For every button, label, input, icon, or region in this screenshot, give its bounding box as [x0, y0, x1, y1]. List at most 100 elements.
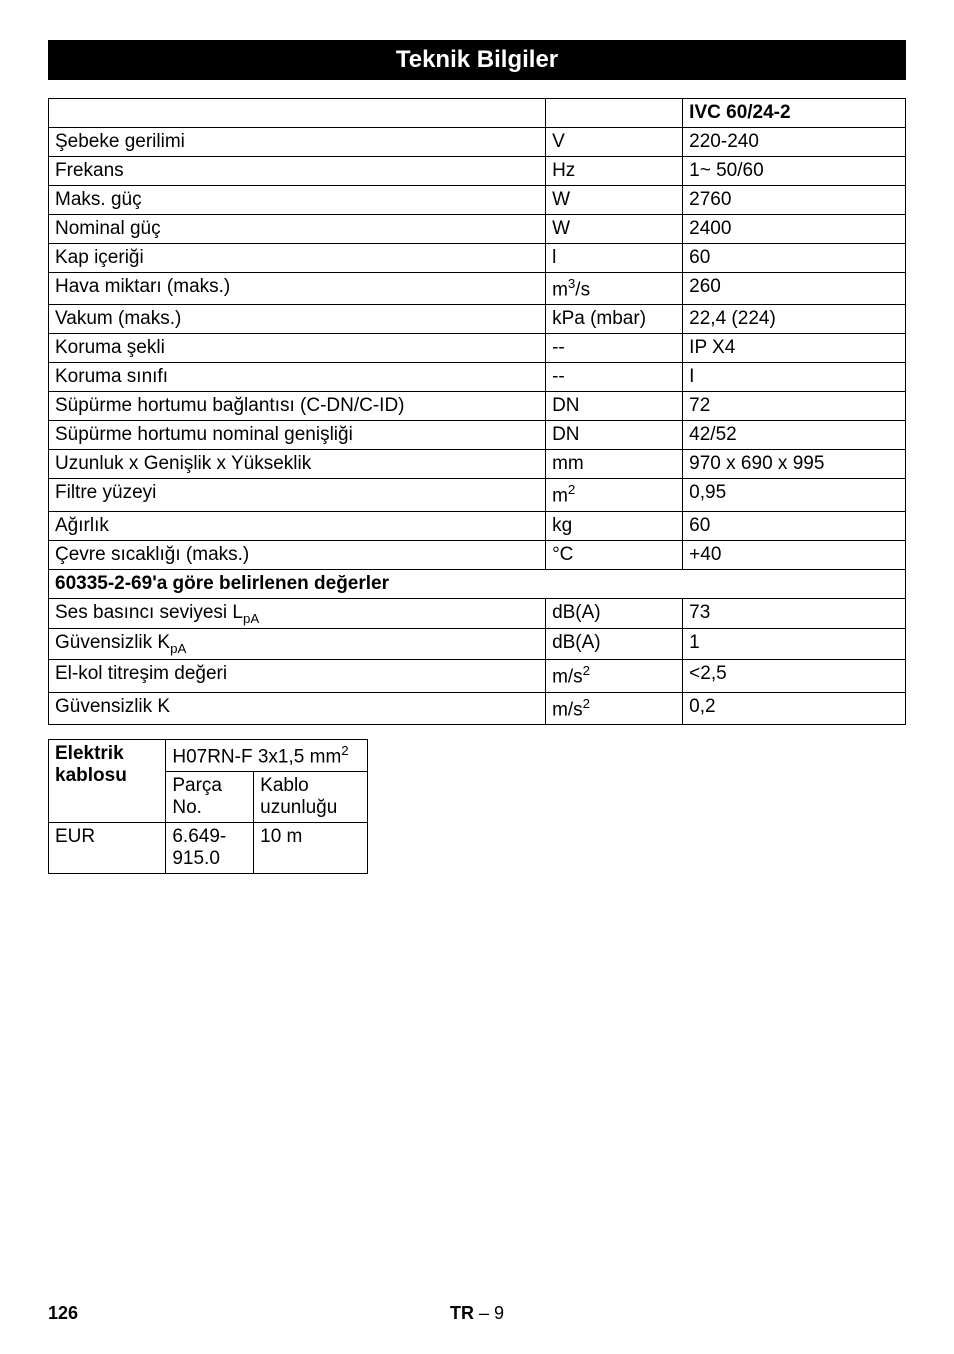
table-row: Hava miktarı (maks.)m3/s260 — [49, 273, 906, 305]
spec-label: Çevre sıcaklığı (maks.) — [49, 540, 546, 569]
spec-value: 1 — [683, 629, 906, 660]
table-row: Koruma sınıfı--I — [49, 363, 906, 392]
spec-unit: mm — [546, 450, 683, 479]
cable-sub-2: Kablo uzunluğu — [254, 772, 368, 823]
spec-label: Ağırlık — [49, 511, 546, 540]
table-row: Çevre sıcaklığı (maks.)°C+40 — [49, 540, 906, 569]
spec-value: 42/52 — [683, 421, 906, 450]
spec-value: 60 — [683, 511, 906, 540]
table-row: Ses basıncı seviyesi LpAdB(A)73 — [49, 598, 906, 629]
spec-value: +40 — [683, 540, 906, 569]
specs-tbody: IVC 60/24-2 Şebeke gerilimiV220-240Freka… — [49, 99, 906, 725]
spec-value: <2,5 — [683, 660, 906, 692]
spec-unit: Hz — [546, 157, 683, 186]
spec-unit: kPa (mbar) — [546, 305, 683, 334]
spec-unit: DN — [546, 392, 683, 421]
spec-unit: m3/s — [546, 273, 683, 305]
spec-value: 72 — [683, 392, 906, 421]
spec-label: Koruma şekli — [49, 334, 546, 363]
table-row: Güvensizlik Km/s20,2 — [49, 692, 906, 724]
cable-sub-1: Parça No. — [166, 772, 254, 823]
footer-lang: TR — [450, 1303, 474, 1323]
spec-unit: V — [546, 128, 683, 157]
spec-unit: -- — [546, 363, 683, 392]
spec-value: 0,2 — [683, 692, 906, 724]
spec-unit: m/s2 — [546, 660, 683, 692]
section-title: Teknik Bilgiler — [48, 40, 906, 80]
cable-length: 10 m — [254, 823, 368, 874]
spec-label: Süpürme hortumu bağlantısı (C-DN/C-ID) — [49, 392, 546, 421]
cable-data-row: EUR 6.649-915.0 10 m — [49, 823, 368, 874]
table-row: Vakum (maks.)kPa (mbar)22,4 (224) — [49, 305, 906, 334]
spec-label: Şebeke gerilimi — [49, 128, 546, 157]
page-footer: 126 TR – 9 — [48, 1303, 906, 1324]
spec-label: Filtre yüzeyi — [49, 479, 546, 511]
table-row: Kap içeriğil60 — [49, 244, 906, 273]
spec-label: El-kol titreşim değeri — [49, 660, 546, 692]
table-row: FrekansHz1~ 50/60 — [49, 157, 906, 186]
table-row: Koruma şekli--IP X4 — [49, 334, 906, 363]
spec-unit: °C — [546, 540, 683, 569]
spec-unit: m2 — [546, 479, 683, 511]
spec-unit: m/s2 — [546, 692, 683, 724]
spec-unit: W — [546, 186, 683, 215]
header-model: IVC 60/24-2 — [683, 99, 906, 128]
table-row: Ağırlıkkg60 — [49, 511, 906, 540]
page-number-left: 126 — [48, 1303, 78, 1324]
spec-label: Güvensizlik KpA — [49, 629, 546, 660]
spec-label: Ses basıncı seviyesi LpA — [49, 598, 546, 629]
specs-table: IVC 60/24-2 Şebeke gerilimiV220-240Freka… — [48, 98, 906, 725]
table-row: El-kol titreşim değerim/s2<2,5 — [49, 660, 906, 692]
spec-value: I — [683, 363, 906, 392]
spec-unit: W — [546, 215, 683, 244]
table-row: Süpürme hortumu bağlantısı (C-DN/C-ID)DN… — [49, 392, 906, 421]
spec-label: Süpürme hortumu nominal genişliği — [49, 421, 546, 450]
cable-label: Elektrik kablosu — [49, 739, 166, 822]
spec-label: Vakum (maks.) — [49, 305, 546, 334]
spec-unit: kg — [546, 511, 683, 540]
table-row: Süpürme hortumu nominal genişliğiDN42/52 — [49, 421, 906, 450]
spec-label: Frekans — [49, 157, 546, 186]
spec-value: 970 x 690 x 995 — [683, 450, 906, 479]
cable-table: Elektrik kablosu H07RN-F 3x1,5 mm2 Parça… — [48, 739, 368, 874]
table-row: Maks. güçW2760 — [49, 186, 906, 215]
table-row: Filtre yüzeyim20,95 — [49, 479, 906, 511]
cable-header-row: Elektrik kablosu H07RN-F 3x1,5 mm2 — [49, 739, 368, 771]
spec-value: IP X4 — [683, 334, 906, 363]
spec-value: 73 — [683, 598, 906, 629]
table-row: Nominal güçW2400 — [49, 215, 906, 244]
spec-value: 0,95 — [683, 479, 906, 511]
page-code-center: TR – 9 — [450, 1303, 504, 1324]
table-row: Şebeke gerilimiV220-240 — [49, 128, 906, 157]
spec-value: 220-240 — [683, 128, 906, 157]
section-header-label: 60335-2-69'a göre belirlenen değerler — [49, 569, 906, 598]
cable-partno: 6.649-915.0 — [166, 823, 254, 874]
header-empty-2 — [546, 99, 683, 128]
cable-spec: H07RN-F 3x1,5 mm2 — [166, 739, 368, 771]
spec-value: 60 — [683, 244, 906, 273]
spec-unit: DN — [546, 421, 683, 450]
spec-label: Koruma sınıfı — [49, 363, 546, 392]
spec-value: 1~ 50/60 — [683, 157, 906, 186]
spec-unit: dB(A) — [546, 598, 683, 629]
spec-value: 260 — [683, 273, 906, 305]
spec-unit: dB(A) — [546, 629, 683, 660]
table-row: Uzunluk x Genişlik x Yükseklikmm970 x 69… — [49, 450, 906, 479]
spec-label: Güvensizlik K — [49, 692, 546, 724]
spec-label: Nominal güç — [49, 215, 546, 244]
spec-label: Uzunluk x Genişlik x Yükseklik — [49, 450, 546, 479]
table-header-row: IVC 60/24-2 — [49, 99, 906, 128]
table-row: Güvensizlik KpAdB(A)1 — [49, 629, 906, 660]
spec-unit: -- — [546, 334, 683, 363]
spec-value: 2400 — [683, 215, 906, 244]
spec-value: 2760 — [683, 186, 906, 215]
cable-region: EUR — [49, 823, 166, 874]
section-header-row: 60335-2-69'a göre belirlenen değerler — [49, 569, 906, 598]
spec-value: 22,4 (224) — [683, 305, 906, 334]
spec-label: Kap içeriği — [49, 244, 546, 273]
spec-label: Maks. güç — [49, 186, 546, 215]
spec-unit: l — [546, 244, 683, 273]
footer-page-suffix: – 9 — [479, 1303, 504, 1323]
header-empty-1 — [49, 99, 546, 128]
spec-label: Hava miktarı (maks.) — [49, 273, 546, 305]
